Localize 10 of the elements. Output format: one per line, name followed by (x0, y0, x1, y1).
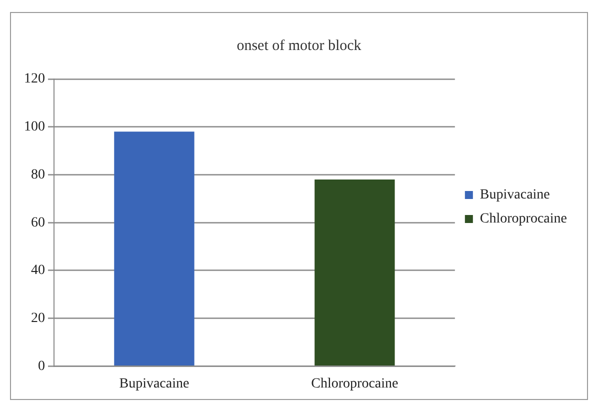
y-tick-label: 80 (31, 167, 45, 182)
y-tick-label: 40 (31, 263, 45, 278)
y-tick-label: 20 (31, 311, 45, 326)
y-tick-label: 120 (24, 72, 45, 87)
chart-title: onset of motor block (236, 38, 362, 54)
y-tick-label: 0 (38, 358, 45, 374)
legend-label: Chloroprocaine (480, 212, 568, 227)
y-tick-label: 100 (24, 120, 45, 135)
legend-label: Bupivacaine (480, 188, 550, 203)
y-tick-label: 60 (31, 215, 45, 230)
